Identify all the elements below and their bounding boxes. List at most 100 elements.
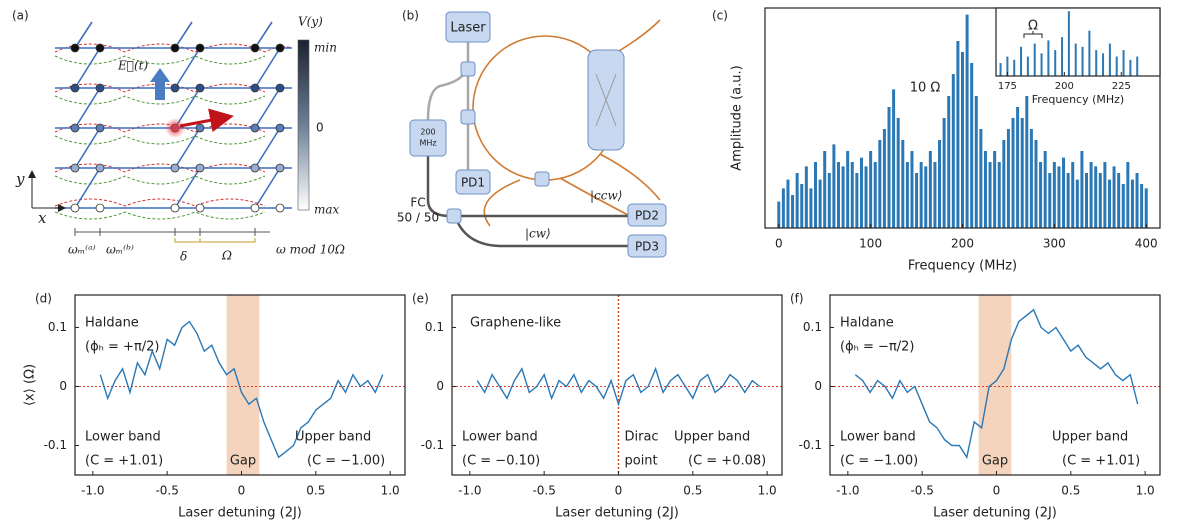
panel-label: (d) — [35, 292, 52, 306]
data-line — [476, 366, 761, 407]
x-tick-label: 0.5 — [306, 484, 325, 498]
annotation: Lower band — [840, 430, 916, 445]
x-tick-label: 400 — [1135, 237, 1158, 251]
colorbar-label: 0 — [316, 121, 324, 135]
x-axis-label: Laser detuning (2J) — [933, 506, 1057, 521]
plot-frame — [995, 7, 1161, 77]
axis-label: x — [38, 209, 47, 227]
panel-label: (e) — [412, 292, 429, 306]
frequency-label: δ — [180, 250, 187, 264]
annotation: Upper band — [674, 430, 750, 445]
panel-label: (f) — [790, 292, 804, 306]
panel-label: (b) — [402, 9, 419, 23]
x-axis-label: Laser detuning (2J) — [178, 506, 302, 521]
y-tick-label: 0 — [436, 379, 444, 393]
component-label: PD2 — [635, 209, 659, 223]
fiber-ring — [472, 19, 661, 227]
x-tick-label: 1.0 — [1136, 484, 1155, 498]
annotation: Upper band — [295, 430, 371, 445]
chart: -1.0 -0.5 0 0.5 1.0 0.1 0 -0.1 Laser detuning (2… — [412, 292, 783, 521]
x-axis-label: Frequency (MHz) — [1032, 93, 1124, 106]
colorbar-label: min — [314, 41, 337, 55]
coupler-cross — [595, 73, 617, 127]
panel-label: (c) — [712, 9, 728, 23]
annotation: Lower band — [462, 430, 538, 445]
colorbar — [297, 39, 310, 211]
annotation: 10 Ω — [910, 81, 941, 96]
x-tick-label: -0.5 — [155, 484, 178, 498]
x-tick-label: 0.5 — [1061, 484, 1080, 498]
y-tick-label: 0.1 — [425, 320, 444, 334]
component-label: 200 — [420, 128, 435, 137]
plot-frame — [451, 294, 783, 476]
x-tick-label: 0 — [238, 484, 246, 498]
x-tick-label: 300 — [1043, 237, 1066, 251]
y-tick-label: -0.1 — [421, 438, 444, 452]
chart: -1.0 -0.5 0 0.5 1.0 0.1 0 -0.1 Laser detuning (2… — [23, 292, 406, 521]
annotation: Haldane — [840, 316, 894, 331]
field-label: E⃗(t) — [117, 59, 148, 73]
chart: -1.0 -0.5 0 0.5 1.0 0.1 0 -0.1 Laser detuning (2… — [790, 292, 1161, 521]
annotation: Gap — [982, 454, 1008, 469]
component-label: PD3 — [635, 240, 659, 254]
axis-title: ω mod 10Ω — [276, 243, 345, 257]
y-tick-label: 0.1 — [803, 320, 822, 334]
annotation: (ϕₕ = +π/2) — [85, 340, 160, 355]
chart: 0 100 200 300 400 Frequency (MHz) Amplitude (a… — [712, 7, 1161, 274]
x-tick-label: 0 — [615, 484, 623, 498]
data-line — [99, 320, 384, 459]
colorbar-title: V(y) — [298, 15, 323, 29]
annotation: (C = +0.08) — [688, 454, 766, 469]
state-label: |ccw⟩ — [590, 189, 622, 203]
plot-area — [452, 295, 782, 475]
lattice — [54, 21, 293, 220]
x-tick-label: -1.0 — [836, 484, 859, 498]
annotation: Ω — [1028, 19, 1038, 34]
y-tick-label: -0.1 — [799, 438, 822, 452]
component-label: FC — [410, 196, 425, 210]
field-arrow — [150, 68, 170, 100]
annotation: (C = −1.00) — [307, 454, 385, 469]
colorbar-label: max — [314, 203, 340, 217]
frequency-axis — [74, 228, 270, 243]
x-tick-label: 0 — [775, 237, 783, 251]
x-tick-label: -0.5 — [910, 484, 933, 498]
motion-arrow — [179, 108, 234, 133]
annotation: (C = +1.01) — [85, 454, 163, 469]
gap-band — [978, 295, 1012, 475]
y-tick-label: 0 — [814, 379, 822, 393]
components — [409, 11, 667, 258]
plot-area — [996, 8, 1160, 76]
plot-frame — [74, 294, 406, 476]
annotation: (C = +1.01) — [1062, 454, 1140, 469]
component-label: 50 / 50 — [397, 211, 439, 225]
x-tick-label: 225 — [1112, 81, 1131, 92]
annotation: Haldane — [85, 316, 139, 331]
particle — [165, 118, 185, 138]
x-tick-label: 0 — [993, 484, 1001, 498]
annotation: Lower band — [85, 430, 161, 445]
x-axis-label: Laser detuning (2J) — [555, 506, 679, 521]
y-axis-label: ⟨x⟩ (Ω) — [23, 364, 38, 406]
component-label: PD1 — [461, 176, 485, 190]
x-tick-label: 175 — [998, 81, 1017, 92]
x-axis-label: Frequency (MHz) — [908, 259, 1017, 274]
x-tick-label: 200 — [1055, 81, 1074, 92]
spacing-bracket — [1023, 31, 1043, 38]
frequency-label: ωₘ⁽ᵃ⁾ — [68, 243, 96, 257]
component-label: Laser — [450, 21, 486, 36]
component-label: MHz — [419, 139, 436, 148]
frequency-label: Ω — [221, 249, 232, 263]
axis-label: y — [15, 170, 25, 188]
annotation: (C = −1.00) — [840, 454, 918, 469]
x-tick-label: 200 — [951, 237, 974, 251]
x-tick-label: -1.0 — [81, 484, 104, 498]
y-tick-label: 0 — [59, 379, 67, 393]
gap-band — [226, 295, 260, 475]
y-axis-label: Amplitude (a.u.) — [730, 65, 745, 170]
annotation: Dirac — [624, 430, 658, 445]
annotation: Gap — [230, 454, 256, 469]
panel-b: (b) Laser 200 MHz PD1 PD2 PD3 FC 50 / 50… — [397, 9, 667, 258]
annotation: point — [624, 454, 657, 469]
